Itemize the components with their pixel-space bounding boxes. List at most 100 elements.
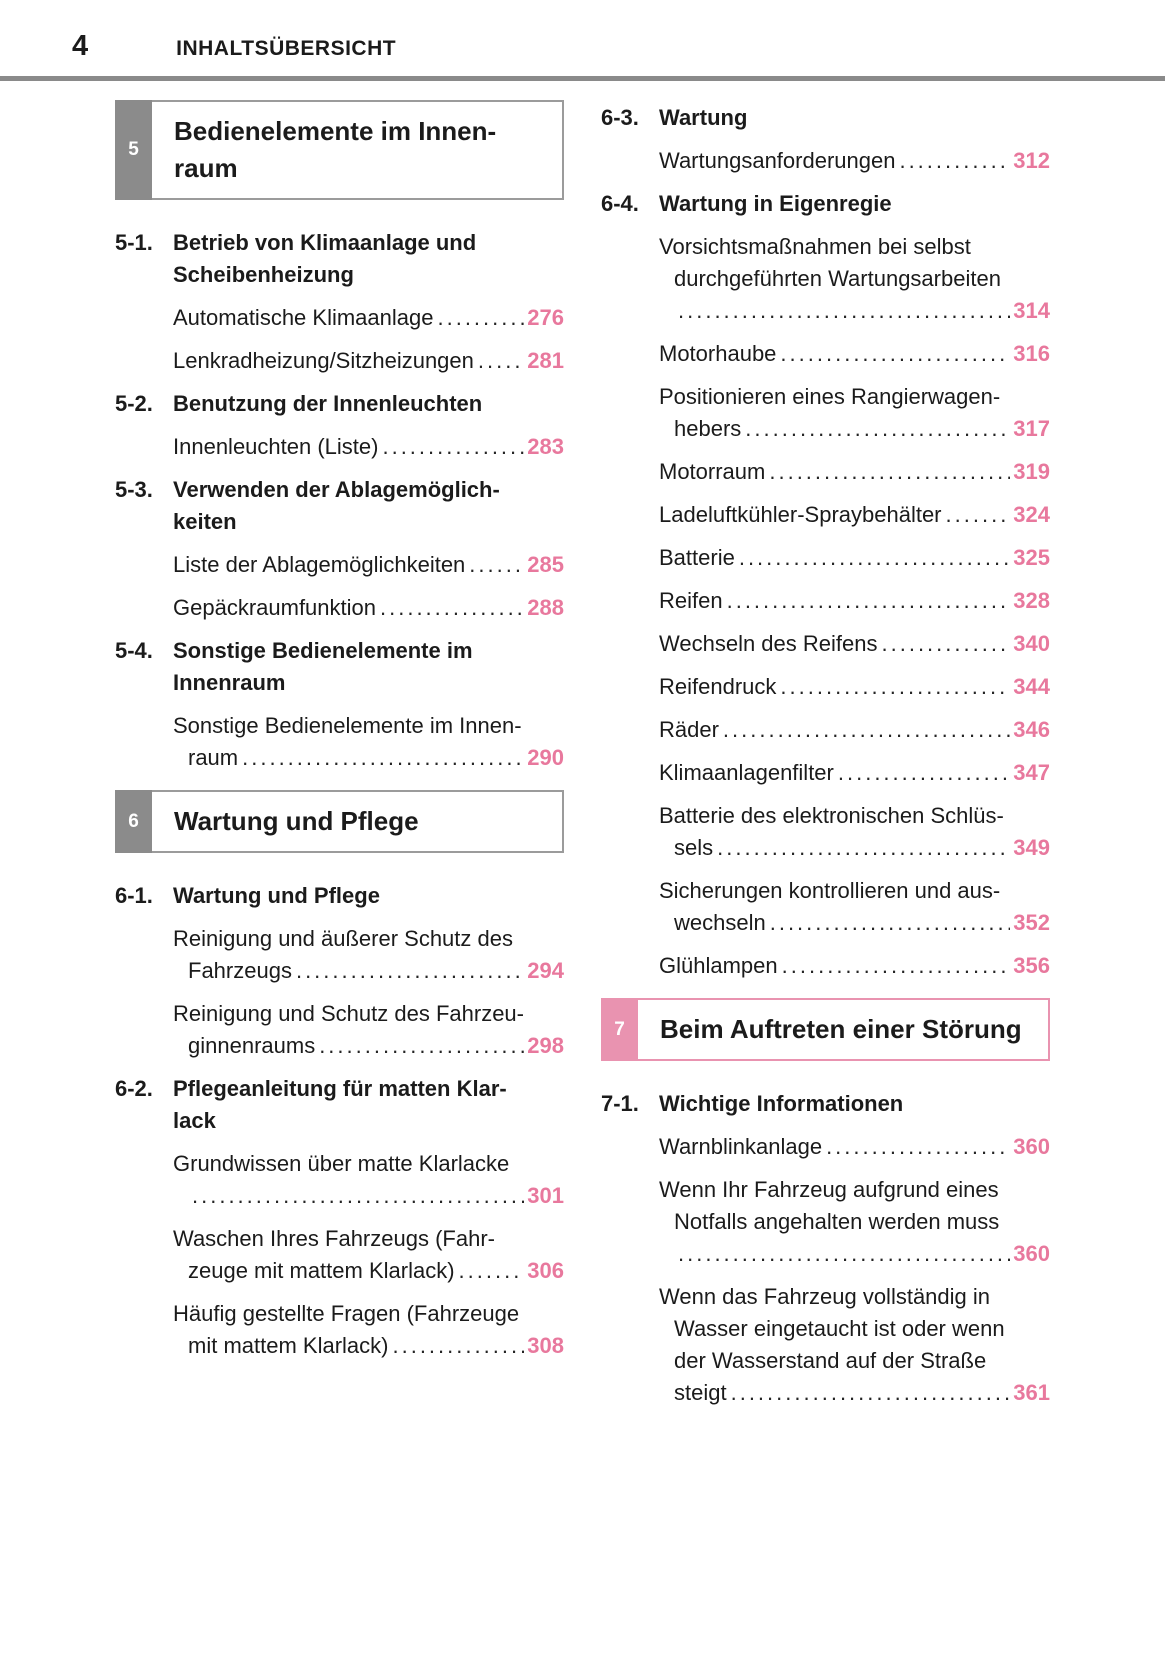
entry-text: Glühlampen — [659, 953, 778, 978]
dot-leader — [296, 955, 524, 987]
entry-row: sels 349 — [674, 832, 1050, 864]
section-tab: 7 — [601, 998, 638, 1061]
heading-number: 6-3. — [601, 105, 639, 130]
section-title-line: Wartung und Pflege — [174, 806, 419, 836]
toc-entry: Reifen 328 — [659, 585, 1050, 617]
heading-line: Betrieb von Klimaanlage und — [173, 230, 477, 255]
section-title-line: Beim Auftreten einer Störung — [660, 1014, 1022, 1044]
entry-text: Vorsichtsmaßnahmen bei selbst — [659, 234, 971, 259]
entry-page-number: 301 — [527, 1183, 564, 1208]
entry-page-number: 298 — [527, 1033, 564, 1058]
entry-row: Lenkradheizung/Sitzheizungen 281 — [173, 345, 564, 377]
dot-leader — [717, 832, 1010, 864]
entry-page-number: 276 — [527, 305, 564, 330]
page-number: 4 — [72, 30, 89, 62]
entry-row: Gepäckraumfunktion 288 — [173, 592, 564, 624]
entry-row: durchgeführten Wartungsarbeiten — [674, 263, 1050, 295]
entry-page-number: 360 — [1013, 1241, 1050, 1266]
entry-row: Notfalls angehalten werden muss — [674, 1206, 1050, 1238]
toc-entry: Innenleuchten (Liste) 283 — [173, 431, 564, 463]
toc-page: 4 INHALTSÜBERSICHT 5 Bedienelemente im In… — [0, 0, 1165, 1460]
section-title: Bedienelemente im Innen-raum — [152, 102, 496, 198]
heading-number: 5-4. — [115, 638, 153, 663]
toc-heading: 6-2. Pflegeanleitung für matten Klar-lack — [115, 1073, 564, 1137]
dot-leader — [899, 145, 1010, 177]
entry-page-number: 285 — [527, 552, 564, 577]
dot-leader — [678, 295, 1010, 327]
entry-page-number: 319 — [1013, 459, 1050, 484]
entry-row: Wasser eingetaucht ist oder wenn — [674, 1313, 1050, 1345]
section-tab: 6 — [115, 790, 152, 853]
entry-text: Ladeluftkühler-Spraybehälter — [659, 502, 942, 527]
heading-line: Pflegeanleitung für matten Klar- — [173, 1076, 507, 1101]
section-number: 5 — [128, 139, 139, 160]
entry-text: Warnblinkanlage — [659, 1134, 823, 1159]
entry-row: Wenn Ihr Fahrzeug aufgrund eines — [659, 1174, 1050, 1206]
entry-page-number: 340 — [1013, 631, 1050, 656]
toc-entry: Lenkradheizung/Sitzheizungen 281 — [173, 345, 564, 377]
dot-leader — [731, 1377, 1011, 1409]
entry-text: Fahrzeugs — [188, 958, 292, 983]
entry-row: Sicherungen kontrollieren und aus- — [659, 875, 1050, 907]
dot-leader — [478, 345, 524, 377]
toc-heading: 5-1. Betrieb von Klimaanlage und Scheibenh… — [115, 227, 564, 291]
heading-line: keiten — [173, 509, 237, 534]
entry-text: Wenn Ihr Fahrzeug aufgrund eines — [659, 1177, 999, 1202]
entry-text: der Wasserstand auf der Straße — [674, 1348, 987, 1373]
dot-leader — [780, 338, 1010, 370]
entry-page-number: 349 — [1013, 835, 1050, 860]
entry-text: Räder — [659, 717, 719, 742]
entry-row: Liste der Ablagemöglichkeiten 285 — [173, 549, 564, 581]
entry-row: Fahrzeugs 294 — [188, 955, 564, 987]
toc-entry: Gepäckraumfunktion 288 — [173, 592, 564, 624]
heading-line: Wartung — [659, 105, 748, 130]
dot-leader — [727, 585, 1011, 617]
entry-row: Positionieren eines Rangierwagen- — [659, 381, 1050, 413]
toc-entry: Reinigung und Schutz des Fahrzeu-ginnenr… — [173, 998, 564, 1062]
entry-row: Reinigung und äußerer Schutz des — [173, 923, 564, 955]
dot-leader — [745, 413, 1010, 445]
dot-leader — [723, 714, 1010, 746]
entry-row: Ladeluftkühler-Spraybehälter 324 — [659, 499, 1050, 531]
entry-text: Motorhaube — [659, 341, 777, 366]
heading-line: Verwenden der Ablagemöglich- — [173, 477, 500, 502]
dot-leader — [469, 549, 524, 581]
entry-page-number: 324 — [1013, 502, 1050, 527]
section-number: 6 — [128, 810, 139, 832]
section-title: Beim Auftreten einer Störung — [638, 1000, 1022, 1059]
entry-row: Reifendruck 344 — [659, 671, 1050, 703]
entry-row: Motorraum 319 — [659, 456, 1050, 488]
dot-leader — [380, 592, 524, 624]
toc-heading: 6-3. Wartung — [601, 102, 1050, 134]
entry-page-number: 294 — [527, 958, 564, 983]
heading-number: 5-1. — [115, 230, 153, 255]
dot-leader — [780, 671, 1010, 703]
toc-entry: Batterie 325 — [659, 542, 1050, 574]
entry-page-number: 283 — [527, 434, 564, 459]
toc-entry: Sicherungen kontrollieren und aus-wechse… — [659, 875, 1050, 939]
entry-text: steigt — [674, 1380, 727, 1405]
entry-page-number: 361 — [1013, 1380, 1050, 1405]
section-box-6: 6 Wartung und Pflege — [115, 790, 564, 853]
entry-text: Liste der Ablagemöglichkeiten — [173, 552, 466, 577]
entry-row: raum 290 — [188, 742, 564, 774]
toc-entry: Räder 346 — [659, 714, 1050, 746]
toc-entry: Ladeluftkühler-Spraybehälter 324 — [659, 499, 1050, 531]
entry-text: Positionieren eines Rangierwagen- — [659, 384, 1001, 409]
entry-page-number: 346 — [1013, 717, 1050, 742]
toc-content: 5 Bedienelemente im Innen-raum 5-1. Betrieb… — [0, 81, 1165, 1460]
dot-leader — [882, 628, 1011, 660]
heading-number: 6-2. — [115, 1076, 153, 1101]
dot-leader — [678, 1238, 1010, 1270]
heading-line: Wichtige Informationen — [659, 1091, 904, 1116]
toc-entry: Motorraum 319 — [659, 456, 1050, 488]
toc-column-left: 5 Bedienelemente im Innen-raum 5-1. Betrieb… — [115, 100, 564, 1420]
entry-text: Lenkradheizung/Sitzheizungen — [173, 348, 474, 373]
entry-page-number: 316 — [1013, 341, 1050, 366]
section-number: 7 — [614, 1018, 625, 1040]
heading-number: 6-1. — [115, 883, 153, 908]
dot-leader — [437, 302, 524, 334]
entry-row: Räder 346 — [659, 714, 1050, 746]
entry-row: Wechseln des Reifens 340 — [659, 628, 1050, 660]
entry-row: Vorsichtsmaßnahmen bei selbst — [659, 231, 1050, 263]
